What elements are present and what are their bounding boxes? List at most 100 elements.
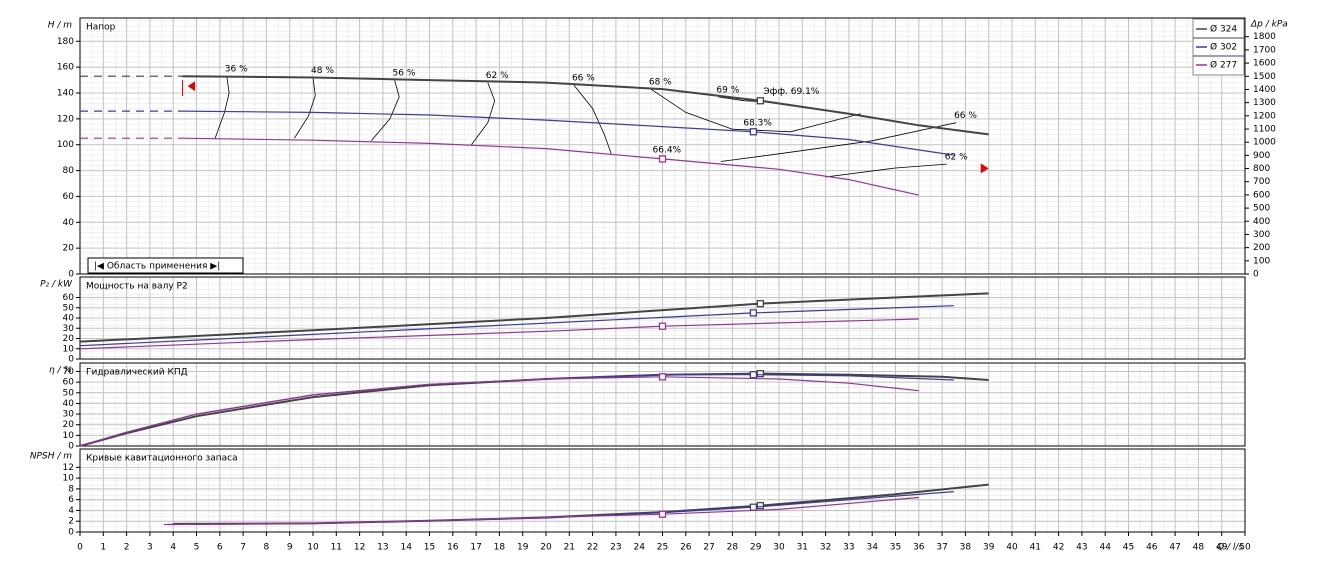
y-tick-label: 20 xyxy=(63,420,75,430)
y-axis-label: H / m xyxy=(48,21,73,31)
y-tick-label: 4 xyxy=(68,506,74,516)
x-tick-label: 31 xyxy=(797,543,808,553)
y-axis-label: η / % xyxy=(49,366,72,376)
efficiency-contour xyxy=(825,163,947,178)
x-tick-label: 21 xyxy=(564,543,575,553)
x-tick-label: 0 xyxy=(77,543,83,553)
y-tick-label: 8 xyxy=(68,484,74,494)
y2-tick-label: 100 xyxy=(1253,256,1270,266)
x-tick-label: 46 xyxy=(1146,543,1158,553)
x-tick-label: 48 xyxy=(1193,543,1205,553)
operating-point xyxy=(756,97,765,105)
x-tick-label: 14 xyxy=(400,543,412,553)
x-tick-label: 49 xyxy=(1216,543,1228,553)
y2-tick-label: 1500 xyxy=(1253,72,1276,82)
y2-tick-label: 1200 xyxy=(1253,111,1276,121)
x-tick-label: 43 xyxy=(1076,543,1087,553)
contour-label: 48 % xyxy=(311,66,334,76)
y-tick-label: 60 xyxy=(63,192,75,202)
y-tick-label: 60 xyxy=(63,293,75,303)
y-tick-label: 10 xyxy=(63,431,75,441)
x-tick-label: 36 xyxy=(913,543,925,553)
curve xyxy=(79,292,989,343)
curve xyxy=(79,376,919,447)
range-start-marker xyxy=(182,80,196,97)
curve xyxy=(182,75,989,136)
y-tick-label: 40 xyxy=(63,218,75,228)
efficiency-contour xyxy=(650,88,861,133)
contour-label: 56 % xyxy=(393,69,416,79)
operating-point xyxy=(658,373,667,381)
contour-label: 62 % xyxy=(486,71,509,81)
y2-tick-label: 1600 xyxy=(1253,59,1276,69)
y-tick-label: 100 xyxy=(57,140,74,150)
y2-tick-label: 600 xyxy=(1253,190,1270,200)
y-tick-label: 0 xyxy=(68,355,74,365)
x-tick-label: 5 xyxy=(194,543,200,553)
contour-label: 66 % xyxy=(954,111,977,121)
x-tick-label: 27 xyxy=(703,543,714,553)
y2-tick-label: 500 xyxy=(1253,204,1270,214)
y2-tick-label: 0 xyxy=(1253,270,1259,280)
plot-frame xyxy=(79,362,1246,447)
y2-tick-label: 800 xyxy=(1253,164,1270,174)
efficiency-contour xyxy=(370,79,400,142)
y-tick-label: 12 xyxy=(63,463,74,473)
y-tick-label: 80 xyxy=(63,166,75,176)
operating-point xyxy=(658,155,667,163)
x-tick-label: 20 xyxy=(540,543,552,553)
x-tick-label: 40 xyxy=(1006,543,1018,553)
efficiency-contour xyxy=(214,76,230,139)
legend-label: Ø 302 xyxy=(1210,42,1237,53)
operating-point xyxy=(658,322,667,330)
x-axis-label: Q / l/s xyxy=(1217,543,1243,553)
x-tick-label: 39 xyxy=(983,543,995,553)
x-tick-label: 30 xyxy=(773,543,785,553)
annotation: Эфф. 69.1% xyxy=(763,87,819,97)
range-label: |◀ Область применения ▶| xyxy=(94,262,220,272)
x-tick-label: 11 xyxy=(331,543,342,553)
x-tick-label: 6 xyxy=(217,543,223,553)
curve xyxy=(163,496,919,526)
x-tick-label: 50 xyxy=(1239,543,1251,553)
x-tick-label: 35 xyxy=(890,543,901,553)
legend-label: Ø 324 xyxy=(1210,24,1237,35)
y-tick-label: 0 xyxy=(68,528,74,538)
plot-frame xyxy=(79,17,1246,275)
panel-title: Гидравлический КПД xyxy=(86,368,188,378)
y-tick-label: 10 xyxy=(63,474,75,484)
x-tick-label: 10 xyxy=(307,543,319,553)
y2-tick-label: 300 xyxy=(1253,230,1270,240)
x-tick-label: 16 xyxy=(447,543,459,553)
x-tick-label: 24 xyxy=(633,543,645,553)
x-tick-label: 33 xyxy=(843,543,854,553)
y2-tick-label: 1400 xyxy=(1253,85,1276,95)
x-tick-label: 7 xyxy=(240,543,246,553)
x-tick-label: 34 xyxy=(866,543,878,553)
operating-point xyxy=(756,299,765,308)
y2-axis-label: Δp / kPa xyxy=(1250,20,1288,30)
y2-tick-label: 400 xyxy=(1253,217,1270,227)
operating-point xyxy=(658,510,667,518)
operating-point xyxy=(749,128,758,136)
range-end-marker xyxy=(980,163,989,174)
x-tick-label: 15 xyxy=(424,543,435,553)
x-tick-label: 3 xyxy=(147,543,153,553)
curve xyxy=(79,318,919,350)
operating-point xyxy=(756,369,765,378)
curve xyxy=(182,137,919,196)
y-tick-label: 30 xyxy=(63,324,75,334)
range-box xyxy=(87,257,244,274)
efficiency-contour xyxy=(294,77,316,139)
y-tick-label: 50 xyxy=(63,303,75,313)
efficiency-contour xyxy=(573,84,612,154)
x-tick-label: 25 xyxy=(657,543,668,553)
x-tick-label: 1 xyxy=(100,543,106,553)
annotation: 68.3% xyxy=(743,118,772,128)
efficiency-contour xyxy=(720,122,957,162)
operating-point xyxy=(749,371,758,379)
x-tick-label: 42 xyxy=(1053,543,1064,553)
y2-tick-label: 1700 xyxy=(1253,45,1276,55)
efficiency-contour xyxy=(471,82,496,145)
